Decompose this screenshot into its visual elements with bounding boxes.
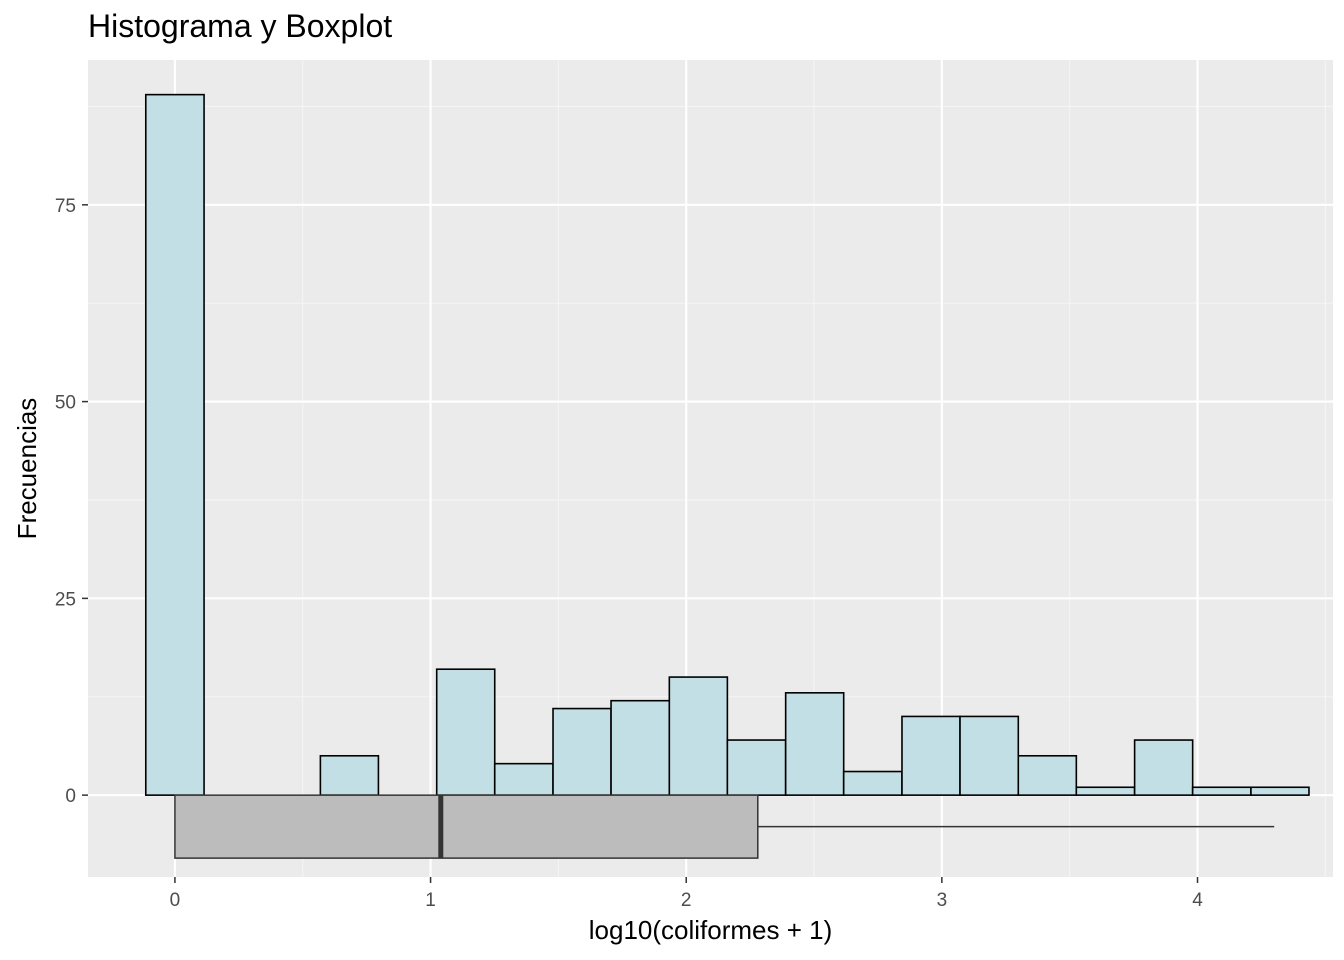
- histogram-bar: [1191, 786, 1252, 796]
- histogram-bar: [319, 754, 380, 796]
- y-axis-title: Frecuencias: [12, 398, 42, 540]
- boxplot-box: [174, 794, 759, 859]
- histogram-bars: [144, 93, 1310, 796]
- histogram-bar: [1133, 739, 1194, 796]
- histogram-bar: [435, 668, 496, 796]
- histogram-bar: [493, 762, 554, 796]
- histogram-bar: [610, 699, 671, 796]
- x-axis-title: log10(coliformes + 1): [589, 915, 833, 945]
- y-tick-label: 75: [55, 196, 76, 217]
- chart-title: Histograma y Boxplot: [88, 8, 393, 44]
- histogram-bar: [1250, 786, 1310, 796]
- y-tick-label: 25: [55, 589, 76, 610]
- grid-lines: [88, 60, 1333, 877]
- histogram-bar: [1075, 786, 1136, 796]
- y-tick-label: 0: [65, 786, 76, 807]
- x-tick-label: 2: [681, 890, 692, 911]
- y-tick-label: 50: [55, 393, 76, 414]
- boxplot: [174, 794, 1275, 859]
- x-tick-label: 3: [937, 890, 948, 911]
- x-tick-label: 1: [425, 890, 436, 911]
- histogram-bar: [842, 770, 903, 796]
- histogram-bar: [552, 707, 612, 796]
- axes: 0 1 2 3 4 0 25 50 75: [55, 196, 1203, 911]
- histogram-bar: [668, 676, 729, 796]
- histogram-bar: [784, 692, 845, 796]
- histogram-bar: [1017, 754, 1078, 796]
- histogram-bar: [901, 715, 961, 796]
- x-tick-label: 4: [1192, 890, 1203, 911]
- x-tick-label: 0: [170, 890, 181, 911]
- histogram-bar: [959, 715, 1020, 796]
- histogram-bar: [144, 93, 205, 796]
- histogram-bar: [726, 739, 787, 796]
